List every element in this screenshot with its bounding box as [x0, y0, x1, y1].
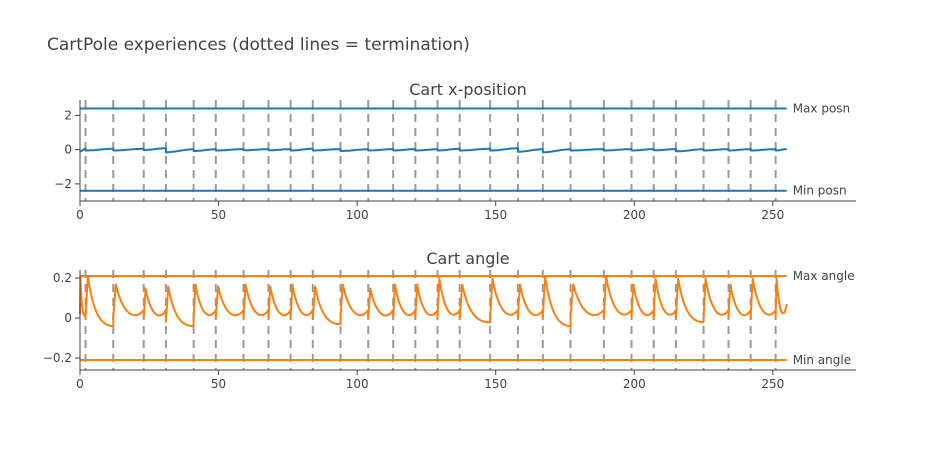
- x-tick-label: 50: [211, 377, 226, 391]
- bound-label-max: Max angle: [793, 269, 855, 283]
- x-tick-label: 200: [623, 377, 646, 391]
- x-tick-label: 0: [76, 377, 84, 391]
- series-line-cart-angle: [79, 275, 788, 328]
- x-tick-label: 100: [346, 377, 369, 391]
- panel-cart-angle: Cart angle Max angle Min angle 0.2 0 −0.2 0 50 1…: [43, 249, 856, 391]
- x-tick-label: 200: [623, 208, 646, 222]
- figure-title: CartPole experiences (dotted lines = ter…: [47, 35, 470, 55]
- subplot-title-cart-angle: Cart angle: [426, 249, 509, 268]
- y-tick-label: 0: [64, 143, 72, 157]
- y-tick-label: 0: [64, 311, 72, 325]
- x-tick-label: 150: [484, 377, 507, 391]
- x-tick-label: 100: [346, 208, 369, 222]
- x-tick-label: 150: [484, 208, 507, 222]
- panel-cart-x-position: Cart x-position Max posn Min posn 2 0 −2 0 50 10…: [54, 80, 856, 222]
- x-tick-label: 50: [211, 208, 226, 222]
- series-line-cart-x-position: [79, 147, 788, 154]
- x-tick-label: 250: [761, 377, 784, 391]
- x-tick-label: 250: [761, 208, 784, 222]
- y-tick-label: 2: [64, 108, 72, 122]
- x-tick-label: 0: [76, 208, 84, 222]
- bound-label-max: Max posn: [793, 102, 850, 116]
- y-tick-label: −2: [54, 177, 72, 191]
- subplot-title-cart-x-position: Cart x-position: [409, 80, 527, 99]
- y-tick-label: 0.2: [53, 271, 72, 285]
- bound-label-min: Min angle: [793, 353, 851, 367]
- y-tick-label: −0.2: [43, 351, 72, 365]
- bound-label-min: Min posn: [793, 184, 847, 198]
